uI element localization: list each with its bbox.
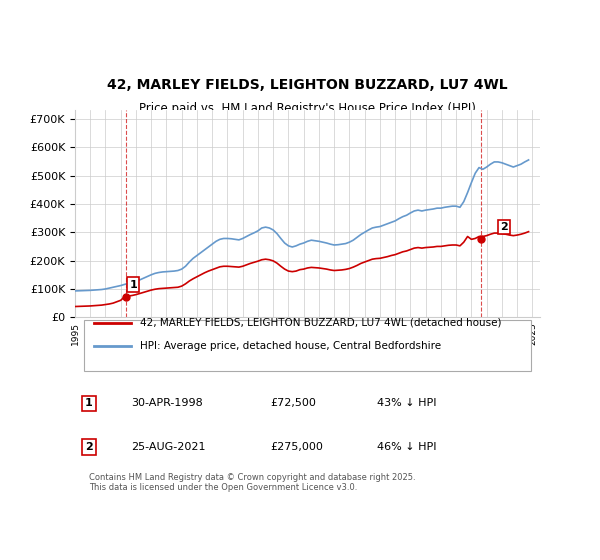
Text: Price paid vs. HM Land Registry's House Price Index (HPI): Price paid vs. HM Land Registry's House … [139, 102, 476, 115]
Text: 46% ↓ HPI: 46% ↓ HPI [377, 442, 437, 452]
Text: £72,500: £72,500 [270, 398, 316, 408]
Text: 2: 2 [500, 222, 508, 232]
Text: 43% ↓ HPI: 43% ↓ HPI [377, 398, 437, 408]
Text: £275,000: £275,000 [270, 442, 323, 452]
Text: 42, MARLEY FIELDS, LEIGHTON BUZZARD, LU7 4WL (detached house): 42, MARLEY FIELDS, LEIGHTON BUZZARD, LU7… [140, 318, 502, 328]
FancyBboxPatch shape [84, 320, 531, 371]
Text: 1: 1 [130, 279, 137, 290]
Text: 25-AUG-2021: 25-AUG-2021 [131, 442, 205, 452]
Text: HPI: Average price, detached house, Central Bedfordshire: HPI: Average price, detached house, Cent… [140, 342, 441, 352]
Text: 1: 1 [85, 398, 93, 408]
Text: 42, MARLEY FIELDS, LEIGHTON BUZZARD, LU7 4WL: 42, MARLEY FIELDS, LEIGHTON BUZZARD, LU7… [107, 78, 508, 92]
Text: Contains HM Land Registry data © Crown copyright and database right 2025.
This d: Contains HM Land Registry data © Crown c… [89, 473, 416, 492]
Text: 30-APR-1998: 30-APR-1998 [131, 398, 203, 408]
Text: 2: 2 [85, 442, 93, 452]
